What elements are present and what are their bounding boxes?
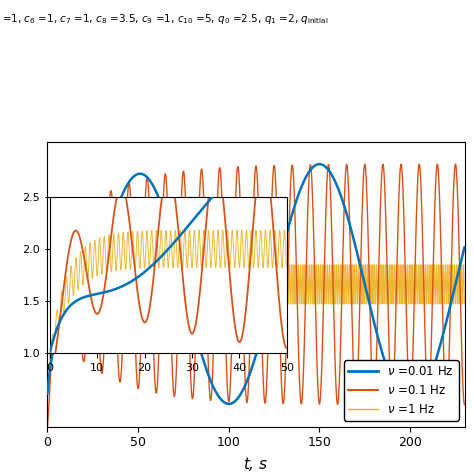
Text: =1, $c_6$ =1, $c_7$ =1, $c_8$ =3.5, $c_9$ =1, $c_{10}$ =5, $q_0$ =2.5, $q_1$ =2,: =1, $c_6$ =1, $c_7$ =1, $c_8$ =3.5, $c_9… — [2, 12, 329, 26]
X-axis label: $t$, s: $t$, s — [243, 455, 269, 473]
Legend: $\nu$ =0.01 Hz, $\nu$ =0.1 Hz, $\nu$ =1 Hz: $\nu$ =0.01 Hz, $\nu$ =0.1 Hz, $\nu$ =1 … — [344, 360, 459, 421]
